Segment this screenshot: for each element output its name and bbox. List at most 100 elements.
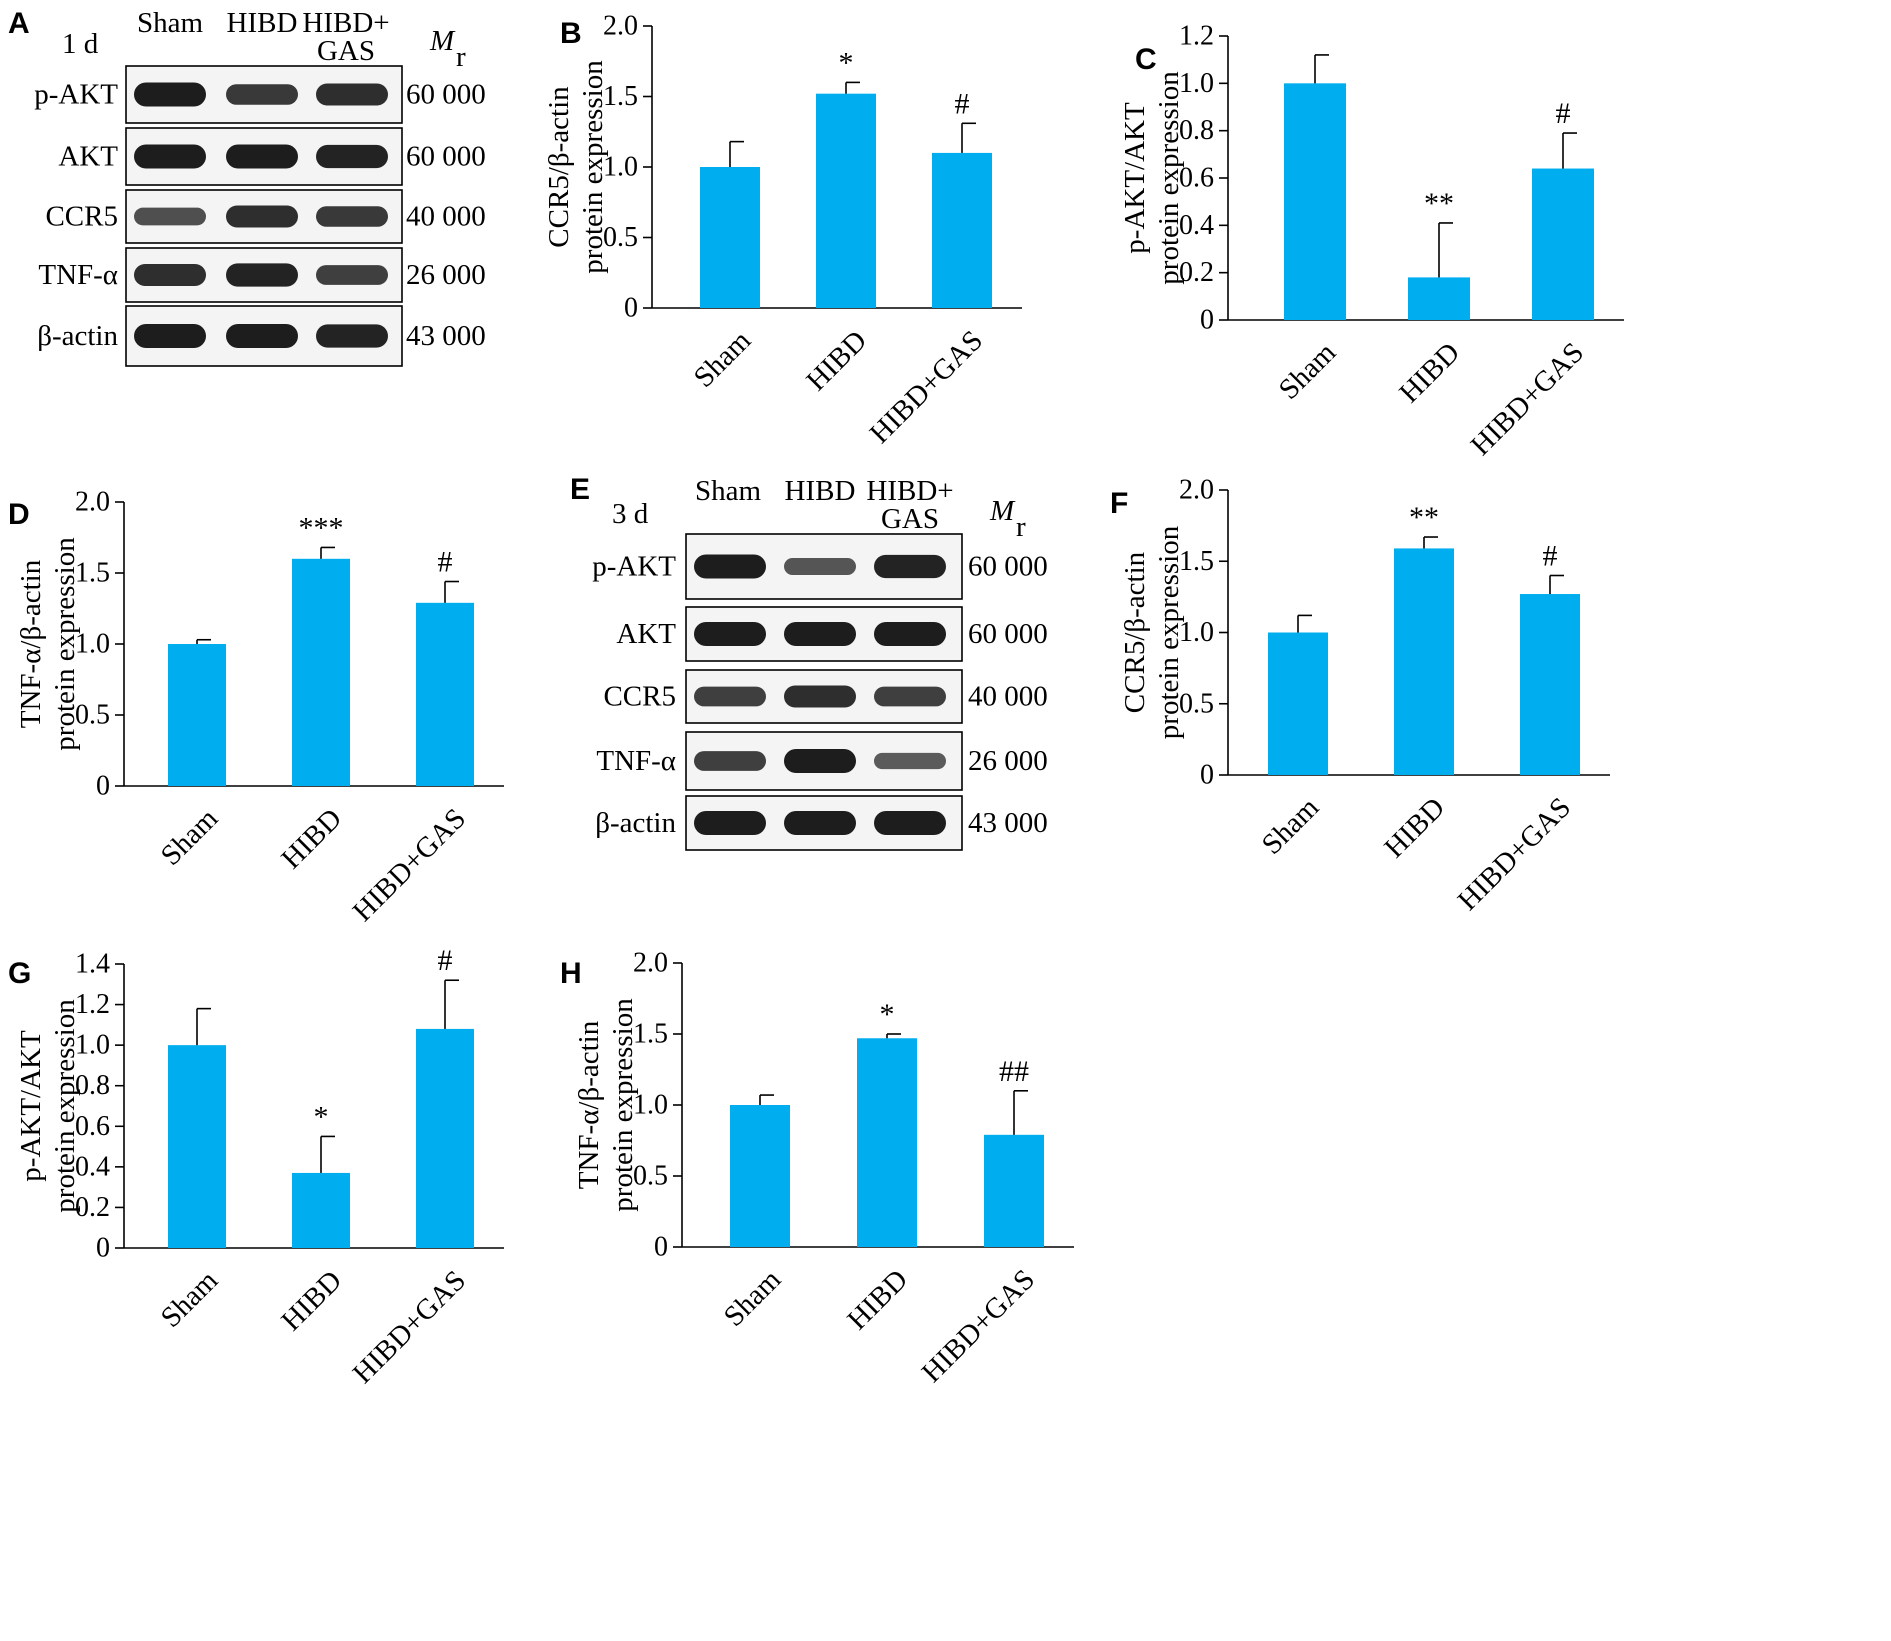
molecular-weight-label: 43 000 [406,320,486,352]
y-tick-label: 0.4 [1179,210,1214,241]
bar [1532,168,1594,320]
x-category-label: Sham [1273,336,1343,406]
protein-band [134,207,206,226]
molecular-weight-label: 26 000 [968,745,1048,777]
bar [857,1038,917,1247]
protein-label: β-actin [595,807,676,839]
y-axis-label: CCR5/β-actin [1119,551,1151,713]
panel-label: G [8,957,31,990]
bar [932,152,992,308]
y-axis-label: protein expression [49,537,81,751]
significance-marker: # [1556,97,1571,130]
x-category-label: Sham [718,1263,788,1333]
significance-marker: # [438,944,453,977]
y-tick-label: 1.0 [1179,617,1214,648]
molecular-weight-label: 40 000 [406,201,486,233]
bar [1268,632,1328,775]
protein-band [874,686,946,707]
x-category-label: HIBD [275,802,348,875]
significance-marker: # [1543,540,1558,573]
y-tick-label: 0.5 [75,700,110,731]
protein-label: AKT [616,618,676,650]
y-tick-label: 0 [96,1233,110,1264]
y-tick-label: 1.2 [1179,21,1214,52]
protein-band [694,811,766,835]
relative-mass-subscript: r [456,41,466,73]
protein-band [134,82,206,107]
x-category-label: HIBD+GAS [347,1264,472,1389]
y-tick-label: 0 [1200,760,1214,791]
y-tick-label: 0.4 [75,1151,110,1182]
y-axis-label: TNF-α/β-actin [15,559,47,728]
y-tick-label: 0.5 [633,1161,668,1192]
protein-band [784,622,856,646]
bar-chart-panel-d: D 0 0.5 1.0 1.5 2.0 TNF-α/β-actin protein expre… [8,487,504,928]
protein-band [316,265,388,285]
protein-band [316,144,388,169]
x-category-label: HIBD+GAS [864,324,989,449]
protein-band [694,686,766,707]
molecular-weight-label: 60 000 [406,141,486,173]
relative-mass-subscript: r [1016,511,1026,543]
lane-label: GAS [317,35,375,67]
y-tick-label: 1.5 [633,1019,668,1050]
y-tick-label: 0.8 [75,1070,110,1101]
y-tick-label: 0.6 [1179,163,1214,194]
molecular-weight-label: 40 000 [968,681,1048,713]
y-tick-label: 0.5 [1179,688,1214,719]
lane-label: HIBD [785,475,856,507]
significance-marker: ** [1409,501,1439,534]
protein-band [694,554,766,579]
y-tick-label: 1.0 [75,629,110,660]
protein-band [226,84,298,105]
protein-band [694,751,766,771]
y-tick-label: 0.6 [75,1111,110,1142]
protein-band [226,144,298,169]
protein-band [226,205,298,228]
bar [1520,594,1580,775]
bar [292,1172,350,1248]
protein-label: AKT [58,141,118,173]
y-tick-label: 1.5 [75,558,110,589]
y-tick-label: 2.0 [75,487,110,518]
bar [816,93,876,309]
protein-label: TNF-α [596,745,676,777]
x-category-label: Sham [688,324,758,394]
protein-label: TNF-α [38,259,118,291]
protein-band [694,622,766,646]
significance-marker: * [839,46,854,79]
bar [168,1045,226,1248]
x-category-label: HIBD [841,1263,914,1336]
bar-chart-panel-c: C 0 0.2 0.4 0.6 0.8 1.0 1.2 p-AKT/AKT protein exp… [1119,21,1624,462]
y-tick-label: 1.0 [603,152,638,183]
time-point-label: 3 d [612,498,649,530]
y-tick-label: 1.0 [1179,68,1214,99]
x-category-label: HIBD [1378,791,1451,864]
significance-marker: # [955,87,970,120]
significance-marker: *** [299,511,344,544]
protein-band [784,749,856,773]
protein-band [134,324,206,348]
protein-band [874,554,946,579]
y-axis-label: protein expression [607,998,639,1212]
bar [292,558,350,786]
protein-band [226,263,298,287]
protein-band [874,752,946,770]
significance-marker: # [438,546,453,579]
y-axis-label: p-AKT/AKT [15,1030,47,1182]
x-category-label: Sham [155,1264,225,1334]
molecular-weight-label: 60 000 [968,551,1048,583]
y-tick-label: 0.5 [603,222,638,253]
bar-chart-panel-f: F 0 0.5 1.0 1.5 2.0 CCR5/β-actin protein expres… [1110,475,1610,917]
x-category-label: HIBD [1393,336,1466,409]
x-category-label: HIBD+GAS [347,802,472,927]
y-tick-label: 1.0 [633,1090,668,1121]
bar [168,644,226,786]
y-tick-label: 1.5 [1179,546,1214,577]
bar [1394,548,1454,775]
protein-band [784,558,856,575]
y-axis-label: protein expression [1153,71,1185,285]
lane-label: HIBD [227,7,298,39]
y-axis-label: TNF-α/β-actin [573,1020,605,1189]
